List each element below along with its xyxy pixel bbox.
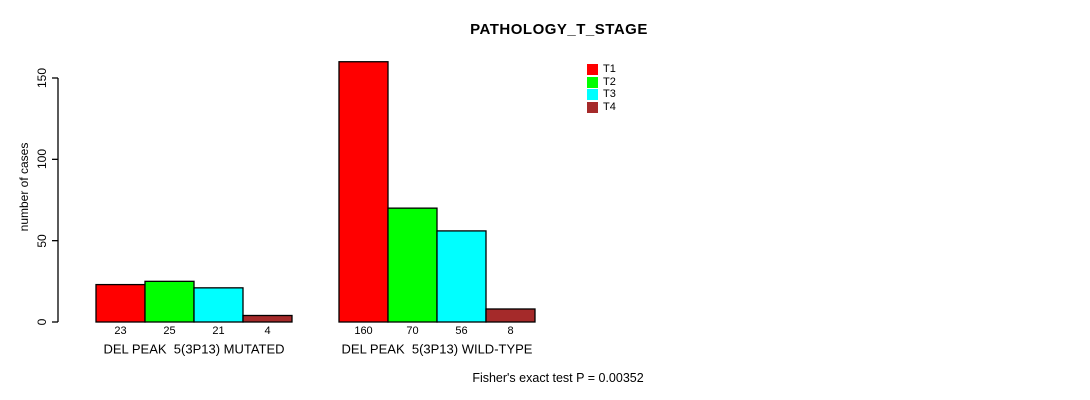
y-tick-label: 150 xyxy=(35,67,49,89)
legend-label: T2 xyxy=(603,75,616,88)
bar-value-label: 21 xyxy=(212,325,225,337)
group-label-2: DEL PEAK 5(3P13) WILD-TYPE xyxy=(341,341,533,357)
stat-test-annotation: Fisher's exact test P = 0.00352 xyxy=(472,371,644,385)
bar-value-label: 56 xyxy=(455,325,468,337)
legend-swatch-t2 xyxy=(587,76,598,88)
group-label-1: DEL PEAK 5(3P13) MUTATED xyxy=(103,341,285,357)
legend-swatch-t3 xyxy=(587,89,598,101)
bar-t4-group2 xyxy=(485,308,536,323)
legend-swatch-t1 xyxy=(587,64,598,75)
bar-value-label: 25 xyxy=(163,325,176,337)
bar-t3-group2 xyxy=(436,230,487,323)
y-tick-label: 50 xyxy=(35,233,49,248)
bar-t2-group1 xyxy=(144,280,195,323)
chart-title: PATHOLOGY_T_STAGE xyxy=(470,21,648,38)
bar-value-label: 160 xyxy=(354,325,373,337)
legend-swatch-t4 xyxy=(587,102,598,114)
legend-item-t2: T2 xyxy=(587,75,616,88)
bar-value-label: 70 xyxy=(406,325,419,337)
bar-value-label: 4 xyxy=(264,325,271,337)
legend-item-t4: T4 xyxy=(587,101,616,114)
legend-item-t3: T3 xyxy=(587,88,616,101)
legend-item-t1: T1 xyxy=(587,64,616,75)
y-tick-label: 0 xyxy=(35,318,49,326)
bar-value-label: 23 xyxy=(114,325,127,337)
bar-t4-group1 xyxy=(242,314,293,323)
bar-t3-group1 xyxy=(193,287,244,323)
legend-label: T4 xyxy=(603,101,616,114)
y-tick-label: 100 xyxy=(35,149,49,170)
bar-t1-group1 xyxy=(95,283,146,323)
legend-label: T1 xyxy=(603,63,616,75)
bar-value-label: 8 xyxy=(507,325,514,337)
legend-label: T3 xyxy=(603,88,616,101)
bar-t2-group2 xyxy=(387,207,438,323)
bar-t1-group2 xyxy=(338,61,389,323)
